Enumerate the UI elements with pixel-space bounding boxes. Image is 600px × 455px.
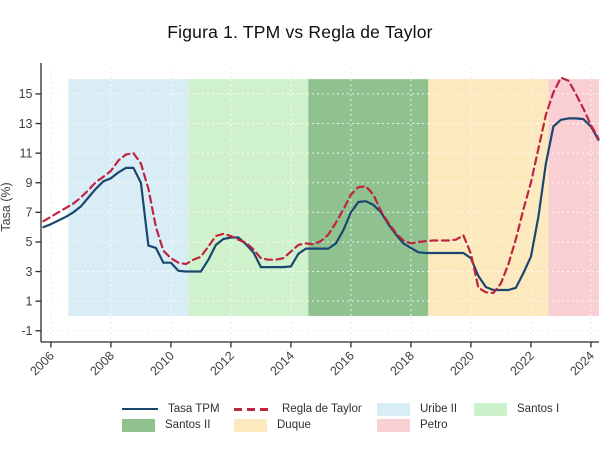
legend-label: Santos I xyxy=(517,403,560,415)
legend-color-swatch xyxy=(377,418,410,432)
axes xyxy=(35,63,599,348)
legend-color-swatch xyxy=(122,418,155,432)
x-tick-label-2006: 2006 xyxy=(27,349,57,379)
series-line-tasa-tpm xyxy=(42,117,600,292)
x-tick-label-2022: 2022 xyxy=(507,349,537,379)
legend-color-swatch xyxy=(377,402,410,416)
legend-label: Petro xyxy=(420,419,448,431)
x-tick-label-2016: 2016 xyxy=(327,349,357,379)
legend-label: Santos II xyxy=(165,419,211,431)
legend-solid-line-swatch xyxy=(122,407,158,411)
legend-label: Uribe II xyxy=(420,403,458,415)
legend-label: Duque xyxy=(277,419,311,431)
legend-color-swatch xyxy=(474,402,507,416)
region-duque xyxy=(428,79,549,316)
region-uribe-ii xyxy=(68,79,189,316)
chart-title: Figura 1. TPM vs Regla de Taylor xyxy=(167,22,433,42)
y-tick-label-15: 15 xyxy=(19,87,33,101)
y-tick-label-13: 13 xyxy=(19,117,33,131)
legend-dashed-line-swatch xyxy=(234,407,272,411)
legend-item-uribe-ii: Uribe II xyxy=(377,402,457,416)
x-tick-label-2012: 2012 xyxy=(207,349,237,379)
x-tick-label-2024: 2024 xyxy=(567,349,597,379)
y-tick-label-9: 9 xyxy=(26,176,33,190)
legend-item-petro: Petro xyxy=(377,418,448,432)
legend-item-regla-de-taylor: Regla de Taylor xyxy=(234,402,362,416)
legend-label: Tasa TPM xyxy=(168,403,220,415)
y-tick-label-1: 1 xyxy=(26,294,33,308)
y-tick-label-7: 7 xyxy=(26,206,33,220)
legend-color-swatch xyxy=(234,418,267,432)
y-tick-label-3: 3 xyxy=(26,265,33,279)
x-tick-label-2008: 2008 xyxy=(87,349,117,379)
y-tick-label-5: 5 xyxy=(26,235,33,249)
legend-item-duque: Duque xyxy=(234,418,311,432)
y-tick-label--1: -1 xyxy=(21,324,32,338)
legend-item-tasa-tpm: Tasa TPM xyxy=(122,402,220,416)
y-axis-title: Tasa (%) xyxy=(0,182,13,231)
x-tick-label-2018: 2018 xyxy=(387,349,417,379)
legend-item-santos-ii: Santos II xyxy=(122,418,210,432)
y-tick-label-11: 11 xyxy=(20,146,33,160)
legend-item-santos-i: Santos I xyxy=(474,402,559,416)
legend-label: Regla de Taylor xyxy=(282,403,362,415)
region-santos-i xyxy=(188,79,309,316)
region-santos-ii xyxy=(308,79,429,316)
x-tick-label-2014: 2014 xyxy=(267,349,297,379)
x-tick-label-2010: 2010 xyxy=(147,349,177,379)
series-line-regla-de-taylor xyxy=(42,76,600,295)
x-tick-label-2020: 2020 xyxy=(447,349,477,379)
